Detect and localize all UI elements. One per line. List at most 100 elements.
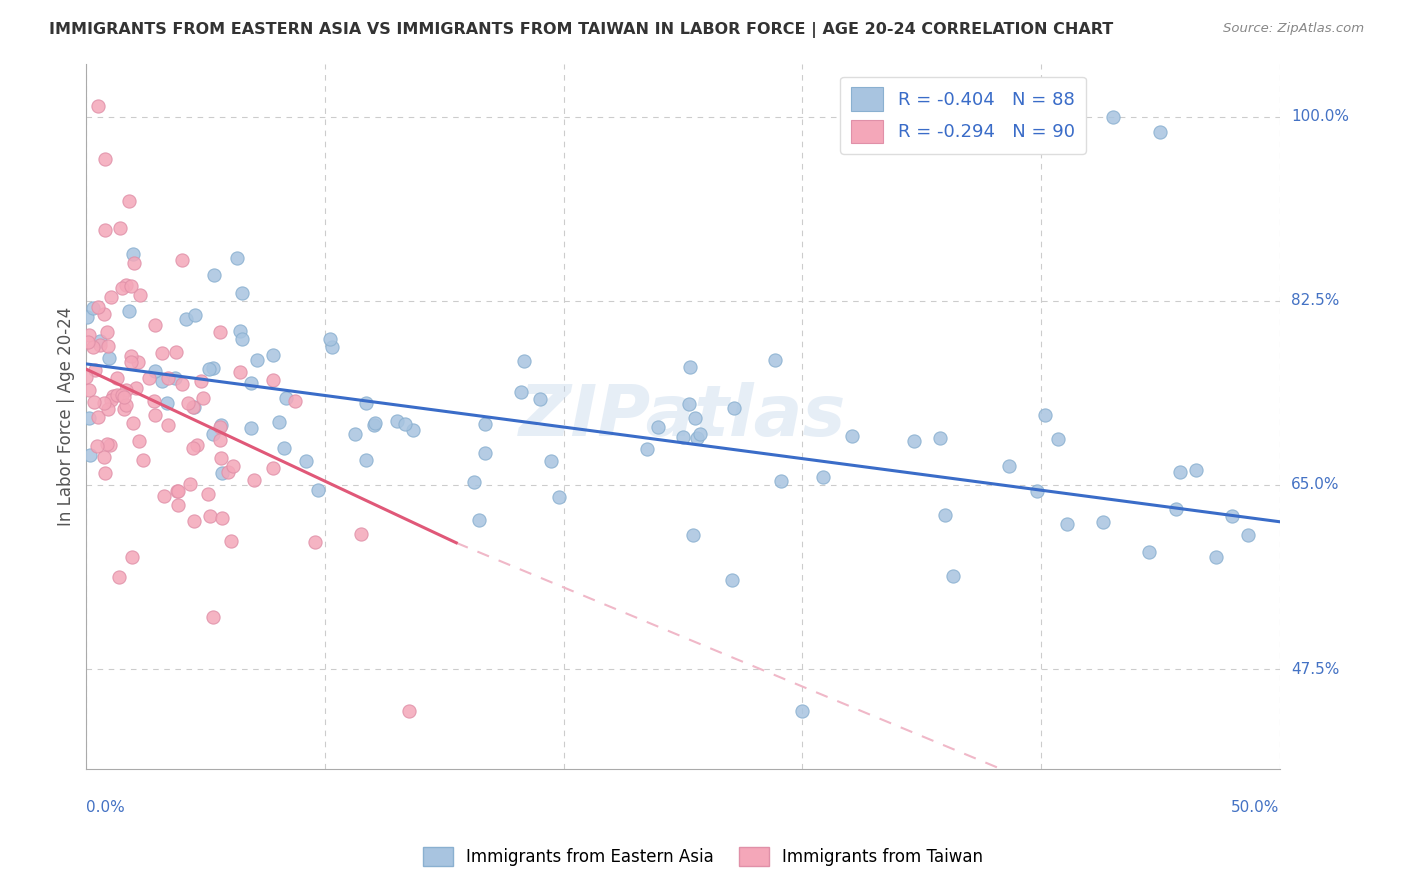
Point	[181, 401, 204, 415]
Point	[108, 570, 131, 584]
Point	[354, 453, 377, 467]
Point	[96, 437, 118, 451]
Point	[152, 489, 174, 503]
Point	[115, 398, 138, 412]
Point	[474, 445, 496, 459]
Point	[82, 340, 104, 354]
Point	[77, 328, 100, 343]
Point	[398, 704, 420, 718]
Point	[229, 325, 252, 339]
Point	[138, 370, 160, 384]
Point	[77, 411, 100, 425]
Point	[344, 426, 367, 441]
Point	[97, 351, 120, 365]
Point	[678, 360, 700, 375]
Point	[128, 434, 150, 449]
Point	[157, 371, 180, 385]
Point	[304, 534, 326, 549]
Point	[678, 397, 700, 411]
Y-axis label: In Labor Force | Age 20-24: In Labor Force | Age 20-24	[58, 307, 75, 526]
Point	[792, 704, 814, 718]
Point	[89, 334, 111, 348]
Point	[122, 256, 145, 270]
Point	[108, 221, 131, 235]
Point	[229, 365, 252, 379]
Point	[217, 465, 239, 479]
Point	[1033, 408, 1056, 422]
Point	[929, 431, 952, 445]
Text: IMMIGRANTS FROM EASTERN ASIA VS IMMIGRANTS FROM TAIWAN IN LABOR FORCE | AGE 20-2: IMMIGRANTS FROM EASTERN ASIA VS IMMIGRAN…	[49, 22, 1114, 38]
Point	[201, 610, 224, 624]
Point	[686, 431, 709, 445]
Point	[198, 362, 221, 376]
Point	[186, 438, 208, 452]
Point	[156, 417, 179, 432]
Point	[132, 453, 155, 467]
Point	[307, 483, 329, 497]
Point	[1149, 125, 1171, 139]
Point	[363, 417, 385, 432]
Point	[122, 247, 145, 261]
Point	[127, 355, 149, 369]
Text: 47.5%: 47.5%	[1291, 662, 1339, 676]
Point	[183, 401, 205, 415]
Point	[82, 301, 104, 315]
Point	[94, 152, 117, 166]
Point	[512, 354, 534, 368]
Point	[468, 513, 491, 527]
Point	[166, 484, 188, 499]
Point	[190, 374, 212, 388]
Point	[181, 441, 204, 455]
Point	[463, 475, 485, 490]
Point	[75, 370, 97, 384]
Point	[105, 388, 128, 402]
Point	[97, 401, 120, 416]
Point	[93, 307, 115, 321]
Point	[86, 439, 108, 453]
Point	[93, 466, 115, 480]
Point	[98, 437, 121, 451]
Point	[385, 414, 408, 428]
Point	[841, 429, 863, 443]
Point	[101, 389, 124, 403]
Point	[1026, 483, 1049, 498]
Point	[142, 393, 165, 408]
Point	[262, 372, 284, 386]
Point	[115, 278, 138, 293]
Point	[243, 473, 266, 487]
Point	[226, 252, 249, 266]
Point	[219, 534, 242, 549]
Point	[208, 326, 231, 340]
Point	[112, 390, 135, 404]
Point	[87, 99, 110, 113]
Point	[84, 363, 107, 377]
Point	[120, 279, 142, 293]
Point	[769, 475, 792, 489]
Point	[211, 510, 233, 524]
Point	[150, 374, 173, 388]
Point	[76, 310, 98, 324]
Point	[201, 426, 224, 441]
Point	[672, 429, 695, 443]
Point	[1184, 463, 1206, 477]
Point	[402, 424, 425, 438]
Point	[176, 312, 198, 326]
Point	[89, 337, 111, 351]
Point	[145, 364, 167, 378]
Point	[93, 396, 115, 410]
Point	[208, 434, 231, 448]
Point	[121, 416, 143, 430]
Point	[1170, 465, 1192, 479]
Point	[183, 308, 205, 322]
Point	[209, 418, 232, 433]
Text: ZIPatlas: ZIPatlas	[519, 382, 846, 451]
Point	[1046, 432, 1069, 446]
Point	[150, 346, 173, 360]
Text: 82.5%: 82.5%	[1291, 293, 1339, 309]
Point	[177, 396, 200, 410]
Point	[100, 392, 122, 407]
Point	[231, 285, 253, 300]
Point	[172, 253, 194, 268]
Point	[364, 417, 387, 431]
Point	[128, 287, 150, 301]
